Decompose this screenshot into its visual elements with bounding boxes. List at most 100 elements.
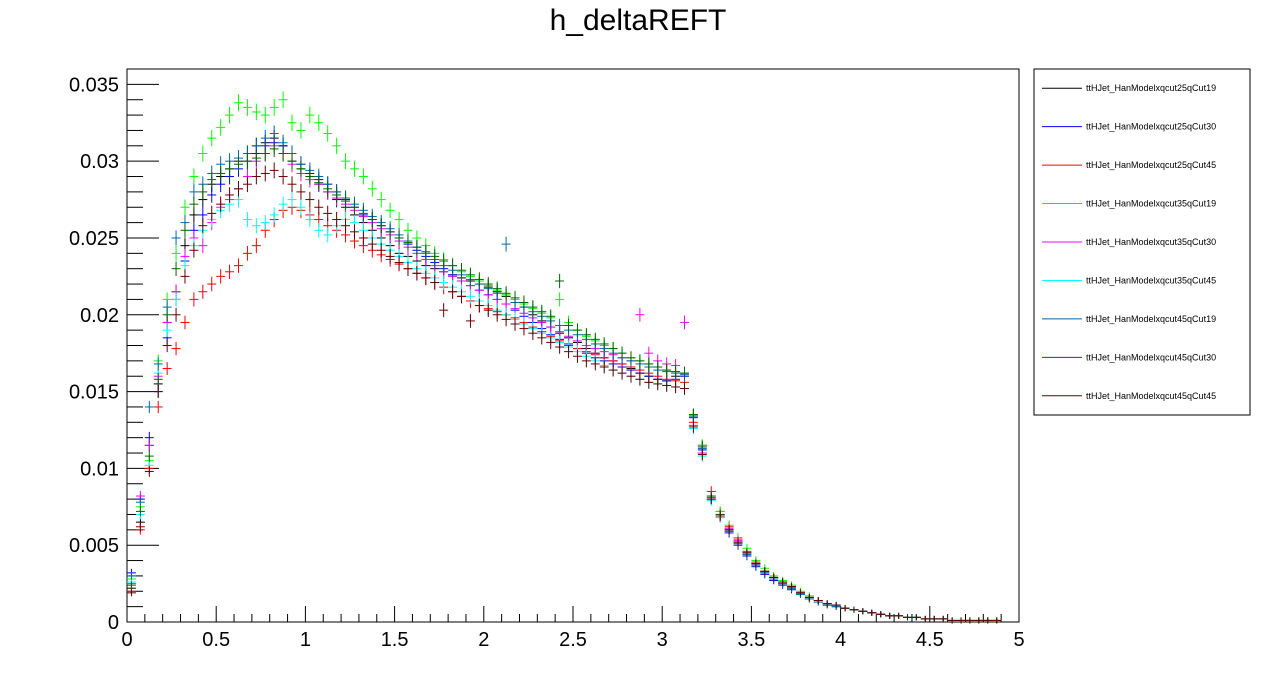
data-point xyxy=(296,199,306,215)
y-tick-label: 0 xyxy=(108,612,119,634)
data-point xyxy=(501,286,511,301)
legend-label: ttHJet_HanModelxqcut35qCut45 xyxy=(1086,275,1216,285)
data-point xyxy=(225,106,235,124)
data-point xyxy=(876,611,886,618)
data-point xyxy=(269,125,279,142)
data-point xyxy=(608,363,618,377)
series-group xyxy=(127,199,1002,624)
x-tick-label: 5 xyxy=(1013,629,1024,651)
y-axis: 0 0.005 0.01 0.015 0.02 0.025 0.03 0.035 xyxy=(69,74,159,634)
data-point xyxy=(198,284,208,299)
data-point xyxy=(216,165,226,182)
y-tick-label: 0.01 xyxy=(80,458,119,480)
data-point xyxy=(617,346,627,360)
data-point xyxy=(287,114,297,132)
series-group xyxy=(127,140,1002,624)
data-point xyxy=(323,125,333,142)
legend-label: ttHJet_HanModelxqcut35qCut30 xyxy=(1086,237,1216,247)
data-point xyxy=(153,357,163,371)
data-point xyxy=(341,193,350,209)
data-point xyxy=(831,601,841,609)
data-point xyxy=(305,211,315,228)
data-point xyxy=(635,307,645,322)
data-point xyxy=(903,614,912,621)
data-point xyxy=(162,362,172,375)
data-point xyxy=(127,589,136,597)
data-point xyxy=(171,292,181,307)
data-point xyxy=(314,222,324,238)
data-point xyxy=(510,317,520,331)
data-point xyxy=(796,589,805,597)
data-point xyxy=(680,315,689,330)
data-point xyxy=(983,617,993,624)
data-point xyxy=(680,366,689,380)
data-point xyxy=(787,583,796,591)
data-point xyxy=(198,218,208,234)
data-point xyxy=(198,184,208,200)
data-point xyxy=(617,366,627,380)
data-point xyxy=(564,345,573,359)
data-point xyxy=(421,270,431,286)
data-point xyxy=(207,276,217,292)
data-point xyxy=(296,184,306,200)
data-point xyxy=(644,376,654,389)
data-point xyxy=(278,91,288,109)
data-point xyxy=(733,537,743,547)
data-point xyxy=(813,597,823,604)
data-point xyxy=(706,494,716,505)
data-point xyxy=(216,119,226,136)
data-point xyxy=(644,357,654,371)
x-tick-label: 0 xyxy=(121,629,132,651)
data-point xyxy=(189,196,199,212)
legend-label: ttHJet_HanModelxqcut25qCut45 xyxy=(1086,160,1216,170)
data-point xyxy=(260,145,270,162)
x-axis: 0 0.5 1 1.5 2 2.5 3 3.5 4 4.5 5 xyxy=(121,606,1025,651)
data-point xyxy=(171,341,181,356)
data-point xyxy=(412,266,422,281)
y-tick-label: 0.035 xyxy=(69,74,119,96)
data-point xyxy=(127,572,136,580)
data-point xyxy=(376,242,386,258)
data-point xyxy=(385,249,395,264)
data-point xyxy=(216,196,226,212)
data-point xyxy=(938,615,948,622)
data-point xyxy=(287,153,297,170)
data-point xyxy=(778,578,788,586)
x-tick-label: 0.5 xyxy=(202,629,230,651)
data-point xyxy=(555,292,565,307)
data-point xyxy=(296,160,306,177)
data-point xyxy=(225,160,235,177)
data-point xyxy=(251,238,261,254)
data-point xyxy=(171,261,181,276)
data-point xyxy=(430,275,440,290)
data-point xyxy=(894,612,904,619)
data-point xyxy=(341,218,350,234)
data-point xyxy=(457,262,466,278)
data-point xyxy=(501,236,511,252)
data-point xyxy=(457,289,466,304)
data-point xyxy=(189,292,199,307)
legend-label: ttHJet_HanModelxqcut25qCut30 xyxy=(1086,122,1216,132)
data-point xyxy=(332,211,342,228)
data-point xyxy=(448,284,458,299)
data-point xyxy=(323,205,333,222)
data-point xyxy=(635,354,645,368)
data-point xyxy=(144,450,154,462)
data-point xyxy=(367,211,377,228)
data-point xyxy=(608,341,618,356)
data-point xyxy=(697,448,707,461)
data-point xyxy=(305,168,315,185)
data-point xyxy=(635,372,645,386)
data-point xyxy=(581,354,591,368)
data-point xyxy=(376,218,386,234)
data-point xyxy=(305,191,315,208)
data-point xyxy=(314,174,324,191)
data-point xyxy=(234,258,243,273)
series-group xyxy=(127,191,1002,624)
data-point xyxy=(385,224,395,240)
series-group xyxy=(127,137,1002,624)
data-point xyxy=(385,202,395,218)
x-tick-label: 2 xyxy=(478,629,489,651)
data-point xyxy=(323,180,333,197)
data-point xyxy=(537,331,547,345)
